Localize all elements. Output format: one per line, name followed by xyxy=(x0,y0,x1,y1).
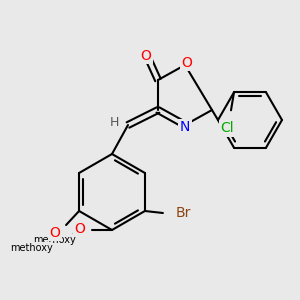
Text: O: O xyxy=(182,56,192,70)
Text: O: O xyxy=(50,226,61,240)
Text: H: H xyxy=(109,116,119,130)
Text: Br: Br xyxy=(175,206,190,220)
Text: Cl: Cl xyxy=(220,121,234,135)
Text: O: O xyxy=(75,222,86,236)
Text: N: N xyxy=(180,120,190,134)
Text: O: O xyxy=(141,49,152,63)
Text: methoxy: methoxy xyxy=(33,235,75,245)
Text: methoxy: methoxy xyxy=(10,243,52,253)
